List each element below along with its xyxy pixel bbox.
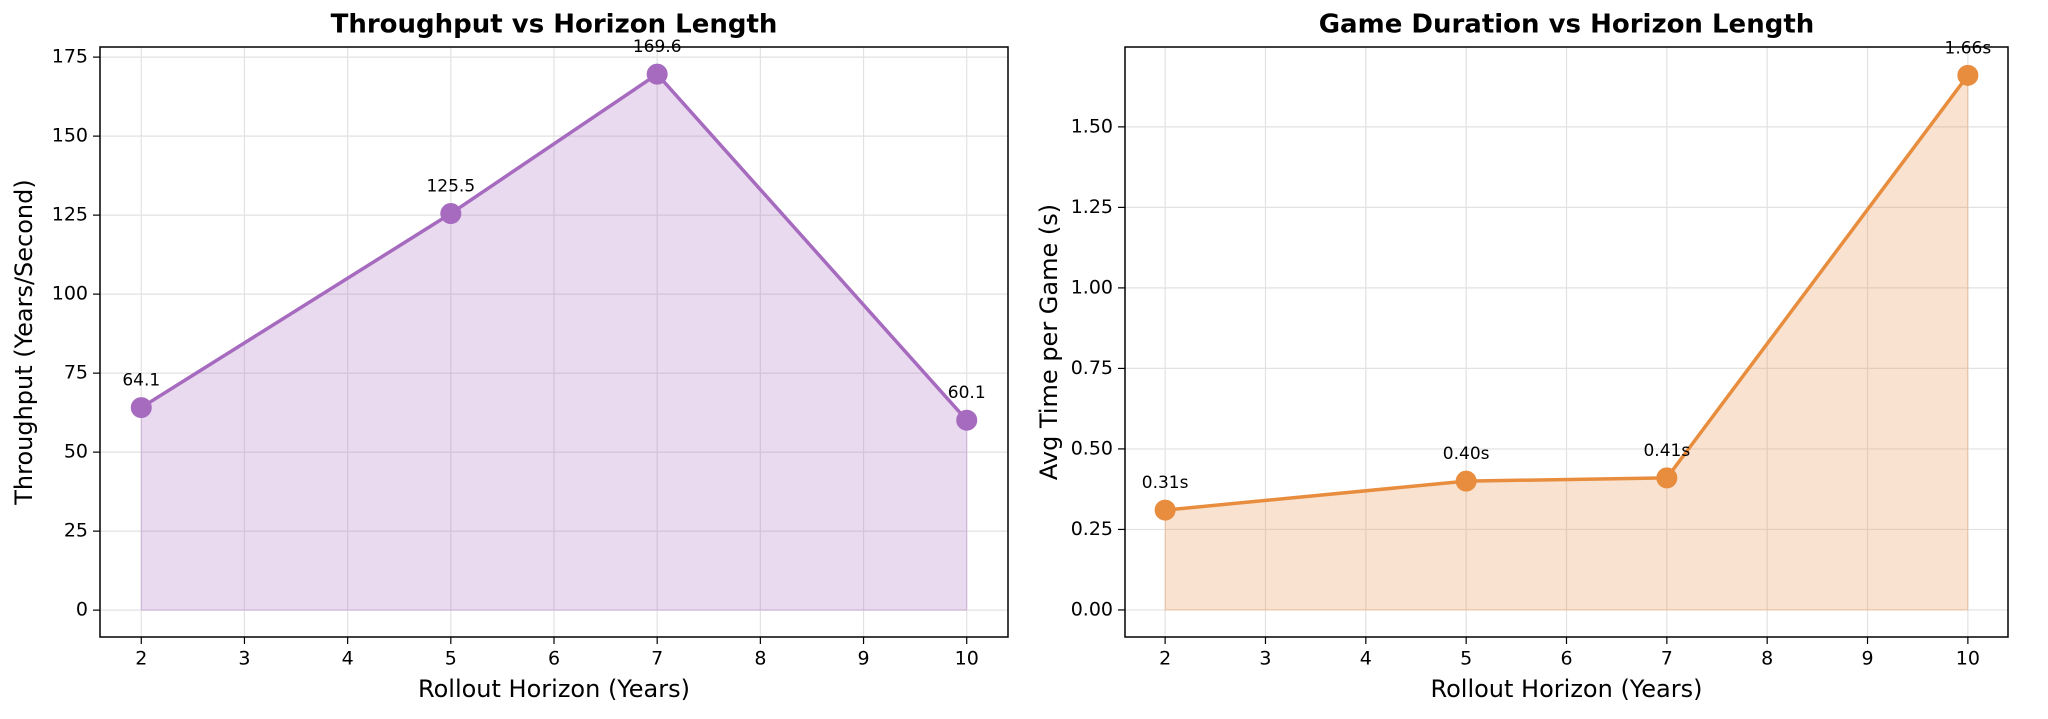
x-tick-label: 9 xyxy=(857,648,869,670)
x-axis-label: Rollout Horizon (Years) xyxy=(1431,675,1703,703)
x-tick-label: 5 xyxy=(445,648,457,670)
marker xyxy=(1154,499,1176,521)
y-tick-label: 1.50 xyxy=(1071,115,1113,137)
x-tick-label: 2 xyxy=(1159,648,1171,670)
x-tick-label: 9 xyxy=(1861,648,1873,670)
x-tick-label: 2 xyxy=(135,648,147,670)
y-tick-label: 1.00 xyxy=(1071,276,1113,298)
y-tick-label: 0.75 xyxy=(1071,357,1113,379)
y-tick-label: 125 xyxy=(52,204,88,226)
x-tick-label: 3 xyxy=(238,648,250,670)
y-tick-label: 0.25 xyxy=(1071,518,1113,540)
y-tick-label: 0.50 xyxy=(1071,437,1113,459)
x-tick-label: 8 xyxy=(754,648,766,670)
x-tick-label: 8 xyxy=(1761,648,1773,670)
y-tick-label: 175 xyxy=(52,46,88,68)
x-tick-label: 6 xyxy=(1560,648,1572,670)
data-label: 125.5 xyxy=(426,177,475,197)
plot-frame xyxy=(1124,46,2009,638)
data-label: 0.31s xyxy=(1142,473,1189,493)
data-label: 0.40s xyxy=(1443,444,1490,464)
marker xyxy=(440,203,462,225)
plot-frame xyxy=(99,46,1009,638)
line xyxy=(1164,74,1970,512)
data-label: 1.66s xyxy=(1945,38,1992,58)
x-tick-label: 3 xyxy=(1259,648,1271,670)
x-tick-label: 7 xyxy=(651,648,663,670)
marker xyxy=(646,63,668,85)
marker xyxy=(1957,64,1979,86)
x-tick-label: 4 xyxy=(342,648,354,670)
y-tick-label: 25 xyxy=(64,520,88,542)
marker xyxy=(1656,467,1678,489)
chart-title: Throughput vs Horizon Length xyxy=(331,10,778,40)
x-tick-label: 4 xyxy=(1360,648,1372,670)
y-tick-label: 0.00 xyxy=(1071,598,1113,620)
x-tick-label: 10 xyxy=(955,648,979,670)
marker xyxy=(956,409,978,431)
marker xyxy=(130,397,152,419)
area xyxy=(140,73,968,611)
x-tick-label: 10 xyxy=(1956,648,1980,670)
y-tick-label: 0 xyxy=(76,599,88,621)
x-tick-label: 7 xyxy=(1661,648,1673,670)
x-tick-label: 6 xyxy=(548,648,560,670)
y-tick-label: 50 xyxy=(64,441,88,463)
x-axis-label: Rollout Horizon (Years) xyxy=(418,675,690,703)
y-tick-label: 100 xyxy=(52,283,88,305)
y-axis-label: Throughput (Years/Second) xyxy=(10,179,38,506)
y-axis-label: Avg Time per Game (s) xyxy=(1035,204,1063,480)
y-tick-label: 150 xyxy=(52,125,88,147)
chart-title: Game Duration vs Horizon Length xyxy=(1319,10,1815,40)
data-label: 60.1 xyxy=(948,383,986,403)
y-tick-label: 1.25 xyxy=(1071,196,1113,218)
x-tick-label: 5 xyxy=(1460,648,1472,670)
line xyxy=(140,71,969,422)
data-label: 0.41s xyxy=(1643,441,1690,461)
data-label: 64.1 xyxy=(122,371,160,391)
y-tick-label: 75 xyxy=(64,362,88,384)
marker xyxy=(1455,470,1477,492)
